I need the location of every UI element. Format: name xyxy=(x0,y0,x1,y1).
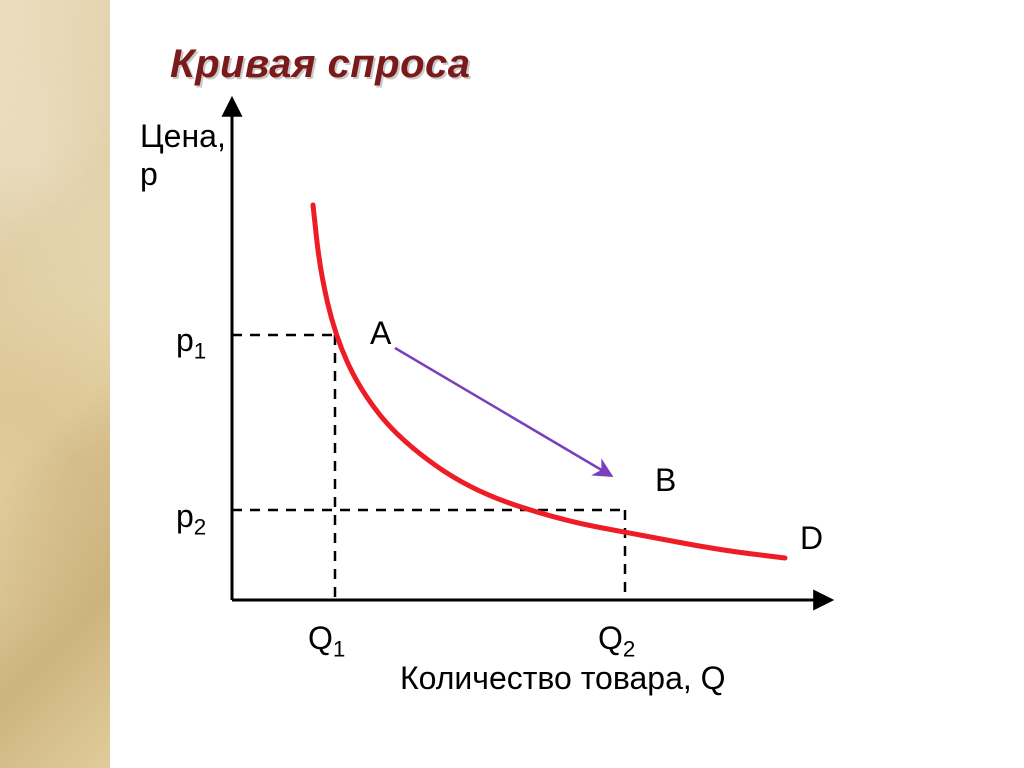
chart-svg xyxy=(0,0,1024,768)
demand-curve xyxy=(313,205,785,558)
movement-arrow xyxy=(395,348,610,475)
